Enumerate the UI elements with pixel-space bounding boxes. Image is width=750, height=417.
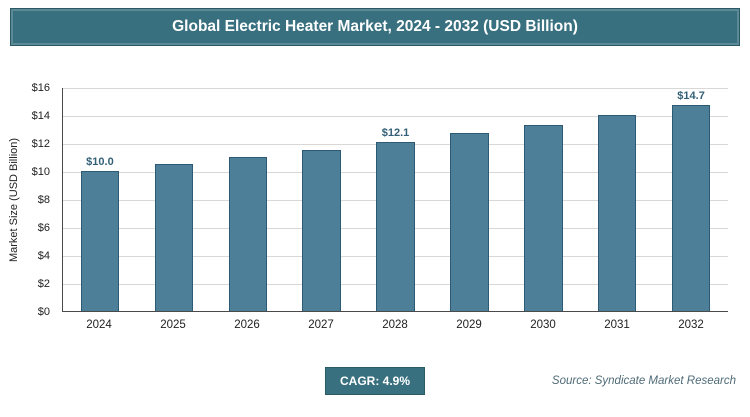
bar-2026 [228, 157, 267, 311]
y-tick-label: $2 [37, 278, 50, 290]
plot-area: $10.0 $12.1 $14.7 [62, 88, 728, 312]
y-tick-label: $4 [37, 250, 50, 262]
x-tick-label: 2031 [604, 319, 630, 331]
bar-value-label: $12.1 [381, 126, 410, 139]
y-tick-label: $6 [37, 222, 50, 234]
bar-slot [432, 88, 506, 311]
bar-slot [580, 88, 654, 311]
x-tick-label: 2028 [382, 319, 408, 331]
x-tick-label: 2024 [86, 319, 112, 331]
bar-slot: $12.1 [359, 88, 433, 311]
source-credit: Source: Syndicate Market Research [551, 375, 736, 387]
x-tick-label: 2029 [456, 319, 482, 331]
chart-footer: CAGR: 4.9% Source: Syndicate Market Rese… [0, 367, 750, 397]
x-tick-label: 2032 [678, 319, 704, 331]
bar-2024 [80, 171, 120, 311]
bar-slot [137, 88, 211, 311]
y-tick-label: $0 [37, 306, 50, 318]
bar-2031 [597, 115, 637, 311]
bar-2032 [671, 105, 711, 311]
bar-2028 [376, 141, 415, 311]
bar-slot [285, 88, 359, 311]
x-tick-label: 2025 [160, 319, 186, 331]
cagr-badge: CAGR: 4.9% [324, 367, 426, 395]
bar-slot [211, 88, 285, 311]
gridline [63, 116, 728, 117]
x-tick-label: 2030 [530, 319, 556, 331]
y-tick-label: $16 [31, 82, 50, 94]
bar-2027 [302, 150, 341, 311]
y-tick-label: $14 [31, 110, 50, 122]
bar-slot [506, 88, 580, 311]
bar-2025 [154, 164, 194, 311]
bar-value-label: $10.0 [86, 156, 114, 168]
gridline [63, 88, 728, 89]
bar-2029 [450, 133, 489, 311]
y-tick-label: $8 [37, 194, 50, 206]
y-tick-label: $10 [31, 166, 50, 178]
x-tick-label: 2027 [308, 319, 334, 331]
x-tick-label: 2026 [234, 319, 260, 331]
x-axis-labels: 2024 2025 2026 2027 2028 2029 2030 2031 2032 [62, 312, 728, 331]
bar-slot: $10.0 [63, 88, 137, 311]
bar-slot: $14.7 [654, 88, 728, 311]
bar-2030 [524, 124, 563, 311]
bar-chart: Market Size (USD Billion) $0 $2 $4 $6 $8 $10 $… [8, 82, 728, 318]
bar-value-label: $14.7 [677, 90, 705, 103]
y-tick-label: $12 [31, 138, 50, 150]
chart-title: Global Electric Heater Market, 2024 - 20… [10, 8, 740, 46]
y-axis-ticks: $0 $2 $4 $6 $8 $10 $12 $14 $16 [12, 82, 56, 318]
